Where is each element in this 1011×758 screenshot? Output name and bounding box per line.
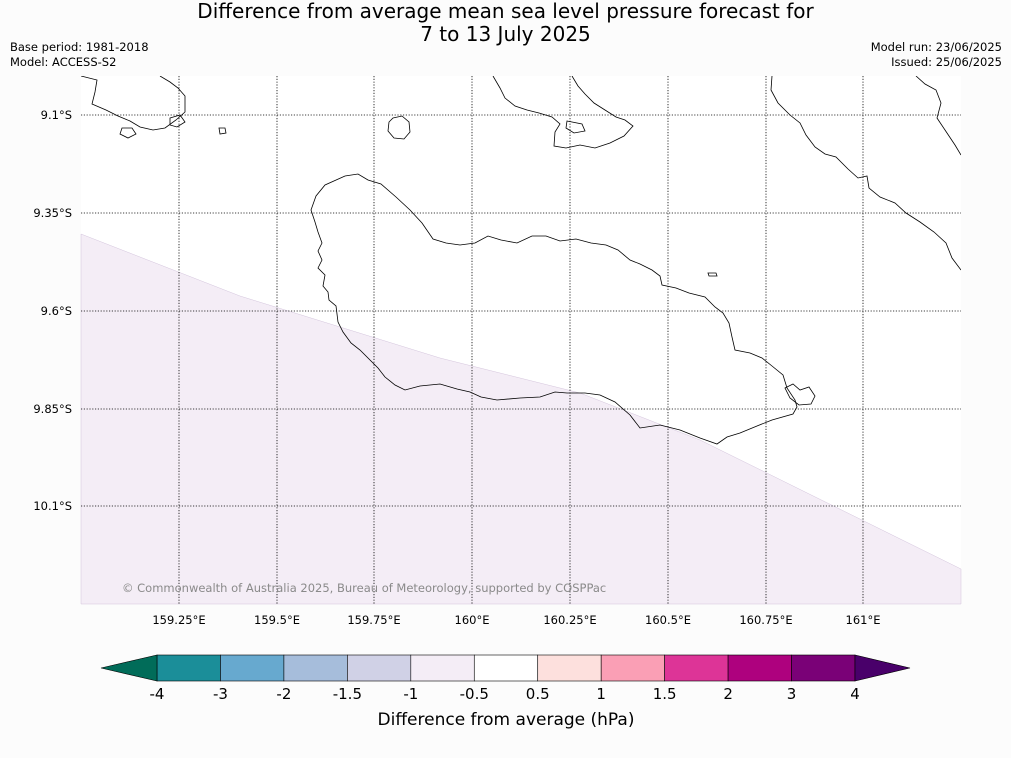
- lon-label: 160.5°E: [645, 613, 691, 627]
- graticule: [81, 76, 961, 604]
- lon-label: 160.25°E: [543, 613, 596, 627]
- lon-label: 160.75°E: [739, 613, 792, 627]
- colorbar-segment: [283, 654, 348, 682]
- colorbar-segment: [600, 654, 665, 682]
- colorbar-tick-label: -1: [403, 685, 418, 703]
- lon-label: 159.5°E: [254, 613, 300, 627]
- island-savo: [387, 115, 411, 140]
- colorbar-tick-label: 4: [850, 685, 860, 703]
- colorbar-over-arrow: [854, 654, 911, 682]
- pressure-anomaly-shading: [80, 233, 962, 605]
- colorbar-tick-label: -3: [213, 685, 228, 703]
- island-malaita: [770, 76, 961, 271]
- islet-east: [784, 383, 816, 406]
- colorbar-segment: [410, 654, 475, 682]
- colorbar-segment: [156, 654, 221, 682]
- model-run: Model run: 23/06/2025: [870, 40, 1002, 54]
- colorbar-segment: [473, 654, 539, 682]
- islands-nggela: [492, 76, 634, 149]
- colorbar-tick-label: 2: [723, 685, 733, 703]
- colorbar-tick-label: 0.5: [526, 685, 550, 703]
- colorbar-tick-label: -2: [276, 685, 291, 703]
- copyright-notice: © Commonwealth of Australia 2025, Bureau…: [122, 581, 606, 595]
- colorbar-tick-label: -4: [150, 685, 165, 703]
- model-name: Model: ACCESS-S2: [10, 55, 117, 69]
- map-title: Difference from average mean sea level p…: [0, 0, 1011, 46]
- lon-label: 161°E: [846, 613, 881, 627]
- island-guadalcanal: [310, 173, 798, 445]
- islet-russell-3: [218, 127, 227, 135]
- lat-label: 9.85°S: [33, 402, 72, 416]
- colorbar-segment: [727, 654, 792, 682]
- colorbar-segment: [791, 654, 856, 682]
- info-right: Model run: 23/06/2025 Issued: 25/06/2025: [871, 40, 1002, 70]
- islet-small: [707, 272, 718, 277]
- base-period: Base period: 1981-2018: [10, 40, 149, 54]
- colorbar-tick-label: -0.5: [460, 685, 489, 703]
- lon-label: 159.25°E: [152, 613, 205, 627]
- colorbar-tick-label: 1.5: [653, 685, 677, 703]
- issued-date: Issued: 25/06/2025: [891, 55, 1002, 69]
- colorbar-tick-label: -1.5: [333, 685, 362, 703]
- colorbar-under-arrow: [100, 654, 158, 682]
- lat-label: 9.35°S: [33, 206, 72, 220]
- islet-russell-1: [119, 127, 137, 139]
- title-line-1: Difference from average mean sea level p…: [197, 0, 814, 23]
- colorbar-segment: [664, 654, 729, 682]
- colorbar-label: Difference from average (hPa): [378, 710, 635, 730]
- island-malaita-north: [915, 76, 961, 156]
- islands-russell: [81, 76, 186, 131]
- lat-label: 9.1°S: [41, 108, 72, 122]
- islet-russell-2: [169, 114, 186, 128]
- title-line-2: 7 to 13 July 2025: [420, 22, 591, 46]
- lat-label: 9.6°S: [41, 304, 72, 318]
- colorbar-tick-label: 1: [596, 685, 606, 703]
- lon-label: 159.75°E: [347, 613, 400, 627]
- info-left: Base period: 1981-2018 Model: ACCESS-S2: [10, 40, 149, 70]
- lon-label: 160°E: [455, 613, 490, 627]
- colorbar-segment: [347, 654, 412, 682]
- colorbar-tick-label: 3: [787, 685, 797, 703]
- colorbar-segment: [220, 654, 285, 682]
- islet-nggela-small: [565, 120, 586, 134]
- colorbar-segment: [537, 654, 602, 682]
- lat-label: 10.1°S: [33, 499, 72, 513]
